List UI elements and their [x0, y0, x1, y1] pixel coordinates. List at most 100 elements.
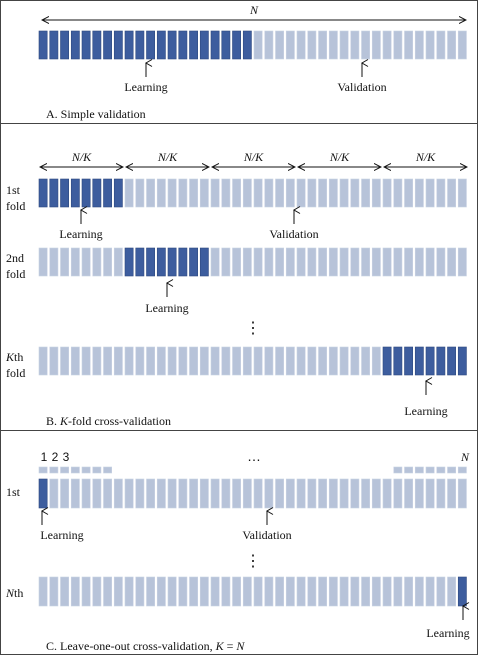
validation-sample-bar	[232, 346, 241, 376]
validation-sample-bar	[393, 247, 403, 277]
validation-sample-bar	[210, 346, 220, 376]
validation-sample-bar	[167, 178, 177, 208]
learning-sample-bar	[103, 30, 112, 60]
validation-sample-bar	[307, 478, 317, 509]
learning-sample-bar	[92, 178, 102, 208]
index-label-2: 2	[52, 450, 59, 464]
sample-index-tick	[425, 466, 435, 474]
validation-sample-bar	[60, 478, 69, 509]
sample-index-tick	[70, 466, 80, 474]
learning-sample-bar	[146, 247, 155, 277]
validation-sample-bar	[350, 30, 360, 60]
validation-sample-bar	[70, 576, 80, 607]
validation-sample-bar	[425, 576, 435, 607]
validation-sample-bar	[382, 576, 392, 607]
validation-sample-bar	[38, 346, 48, 376]
validation-sample-bar	[81, 478, 91, 509]
validation-sample-bar	[210, 576, 220, 607]
sample-index-tick	[447, 466, 456, 474]
fold-2-label-line2: fold	[6, 267, 25, 281]
learning-sample-bar	[38, 30, 48, 60]
learning-sample-bar	[60, 178, 69, 208]
validation-sample-bar	[232, 178, 241, 208]
validation-sample-bar	[339, 178, 349, 208]
sample-index-tick	[92, 466, 102, 474]
validation-sample-bar	[92, 346, 102, 376]
validation-sample-bar	[275, 178, 284, 208]
validation-sample-bar	[328, 30, 338, 60]
learning-sample-bar	[124, 247, 134, 277]
learning-sample-bar	[146, 30, 155, 60]
validation-sample-bar	[371, 247, 381, 277]
validation-sample-bar	[328, 178, 338, 208]
validation-sample-bar	[382, 478, 392, 509]
validation-sample-bar	[232, 247, 241, 277]
learning-sample-bar	[70, 178, 80, 208]
validation-sample-bar	[328, 478, 338, 509]
validation-sample-bar	[156, 576, 166, 607]
sample-index-tick	[457, 466, 467, 474]
validation-sample-bar	[328, 247, 338, 277]
validation-sample-bar	[318, 576, 327, 607]
validation-sample-bar	[361, 178, 370, 208]
validation-sample-bar	[232, 576, 241, 607]
learning-label: Learning	[124, 80, 167, 94]
learning-sample-bar	[135, 30, 145, 60]
learning-sample-bar	[178, 247, 188, 277]
validation-sample-bar	[393, 30, 403, 60]
validation-sample-bar	[221, 576, 231, 607]
validation-sample-bar	[167, 478, 177, 509]
validation-sample-bar	[404, 576, 413, 607]
segment-span-arrows: N/K N/K N/K N/K N/K	[40, 150, 467, 167]
validation-sample-bar	[199, 178, 209, 208]
validation-sample-bar	[264, 30, 274, 60]
validation-sample-bar	[457, 178, 467, 208]
fold-1-learning-label: Learning	[59, 227, 102, 241]
validation-sample-bar	[178, 576, 188, 607]
validation-sample-bar	[447, 178, 456, 208]
sample-index-ticks	[38, 466, 467, 474]
validation-sample-bar	[92, 576, 102, 607]
learning-sample-bar	[156, 30, 166, 60]
validation-sample-bar	[296, 30, 306, 60]
validation-sample-bar	[242, 478, 252, 509]
learning-sample-bar	[81, 178, 91, 208]
validation-sample-bar	[457, 30, 467, 60]
panel-a: N Learning Validation A. Simple validati…	[38, 3, 467, 121]
validation-sample-bar	[350, 576, 360, 607]
loo-row-n-bar-row	[38, 576, 467, 607]
validation-sample-bar	[457, 247, 467, 277]
validation-sample-bar	[146, 478, 155, 509]
learning-sample-bar	[210, 30, 220, 60]
validation-sample-bar	[113, 346, 123, 376]
validation-sample-bar	[393, 576, 403, 607]
fold-k-learning-label: Learning	[404, 404, 447, 418]
validation-sample-bar	[436, 178, 446, 208]
fold-1-validation-label: Validation	[269, 227, 318, 241]
validation-sample-bar	[382, 178, 392, 208]
fold-k-bar-row	[38, 346, 467, 376]
learning-sample-bar	[189, 247, 198, 277]
fold-2-bar-row	[38, 247, 467, 277]
total-span-label: N	[249, 3, 259, 17]
learning-sample-bar	[113, 30, 123, 60]
fold-k-label-line2: fold	[6, 366, 25, 380]
validation-sample-bar	[199, 346, 209, 376]
fold-2-learning-label: Learning	[145, 301, 188, 315]
validation-sample-bar	[135, 576, 145, 607]
learning-sample-bar	[242, 30, 252, 60]
validation-sample-bar	[253, 576, 263, 607]
validation-sample-bar	[361, 576, 370, 607]
validation-sample-bar	[414, 178, 424, 208]
segment-span-label: N/K	[243, 150, 264, 164]
validation-sample-bar	[425, 178, 435, 208]
learning-sample-bar	[49, 30, 59, 60]
validation-sample-bar	[425, 478, 435, 509]
sample-index-tick	[103, 466, 112, 474]
fold-k-label-line1: Kth	[5, 350, 23, 364]
validation-sample-bar	[146, 178, 155, 208]
validation-sample-bar	[371, 478, 381, 509]
validation-sample-bar	[60, 247, 69, 277]
validation-sample-bar	[339, 576, 349, 607]
sample-index-tick	[414, 466, 424, 474]
